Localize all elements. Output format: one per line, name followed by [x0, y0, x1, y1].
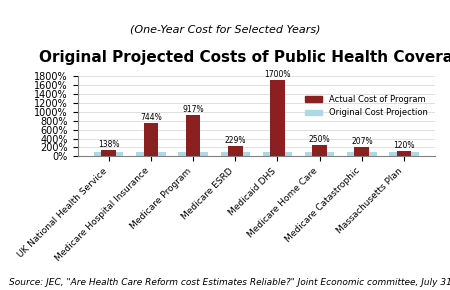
Bar [186, 115, 200, 156]
Bar [270, 80, 285, 156]
Text: (One-Year Cost for Selected Years): (One-Year Cost for Selected Years) [130, 24, 320, 34]
Bar [94, 152, 123, 156]
Title: Original Projected Costs of Public Health Coverage: Original Projected Costs of Public Healt… [39, 50, 450, 65]
Bar [396, 151, 411, 156]
Bar [305, 152, 334, 156]
Text: 120%: 120% [393, 141, 415, 150]
Bar [101, 150, 116, 156]
Legend: Actual Cost of Program, Original Cost Projection: Actual Cost of Program, Original Cost Pr… [302, 92, 431, 121]
Bar [263, 152, 292, 156]
Text: 744%: 744% [140, 113, 162, 122]
Bar [389, 152, 419, 156]
Bar [178, 152, 208, 156]
Bar [347, 152, 377, 156]
Bar [355, 147, 369, 156]
Text: Source: JEC, "Are Health Care Reform cost Estimates Reliable?" Joint Economic co: Source: JEC, "Are Health Care Reform cos… [9, 278, 450, 287]
Text: 1700%: 1700% [264, 70, 291, 79]
Text: 917%: 917% [182, 105, 204, 115]
Text: 138%: 138% [98, 140, 119, 149]
Text: 229%: 229% [225, 136, 246, 145]
Bar [228, 146, 243, 156]
Bar [136, 152, 166, 156]
Text: 250%: 250% [309, 135, 330, 144]
Bar [220, 152, 250, 156]
Text: 207%: 207% [351, 137, 373, 146]
Bar [312, 145, 327, 156]
Bar [144, 123, 158, 156]
